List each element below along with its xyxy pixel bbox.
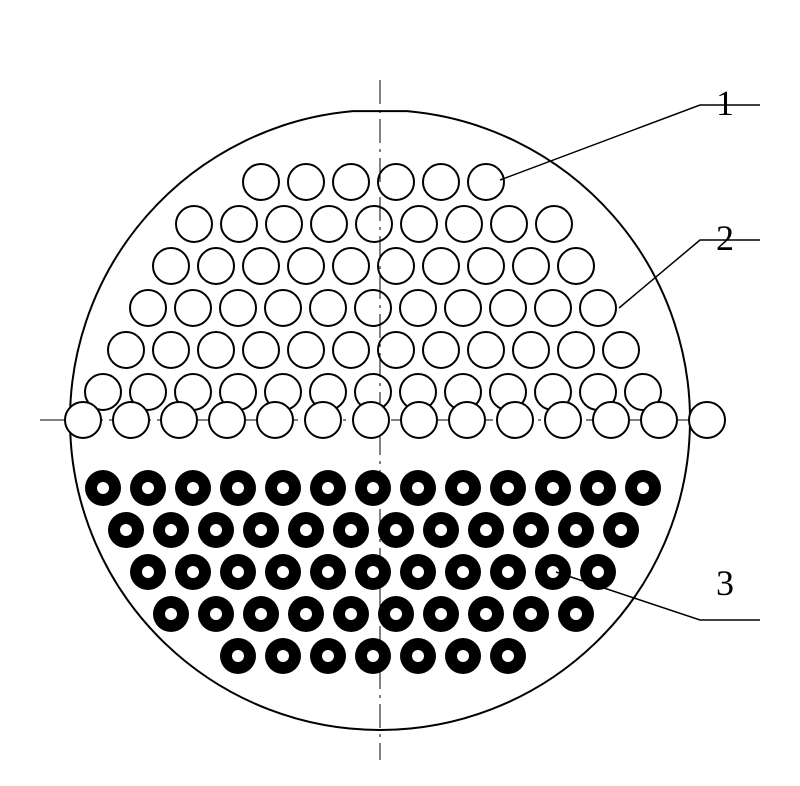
open-hole <box>449 402 485 438</box>
filled-hole <box>445 638 481 674</box>
filled-hole <box>468 512 504 548</box>
filled-hole <box>513 596 549 632</box>
filled-hole <box>220 638 256 674</box>
filled-hole <box>175 554 211 590</box>
filled-hole <box>445 470 481 506</box>
filled-hole <box>243 512 279 548</box>
filled-hole <box>220 554 256 590</box>
filled-hole <box>355 470 391 506</box>
filled-hole <box>535 470 571 506</box>
filled-hole <box>625 470 661 506</box>
filled-hole <box>445 554 481 590</box>
label-3: 3 <box>716 563 734 603</box>
filled-hole <box>355 554 391 590</box>
filled-hole <box>310 638 346 674</box>
filled-hole <box>333 596 369 632</box>
filled-hole <box>378 512 414 548</box>
filled-hole <box>558 596 594 632</box>
open-hole <box>545 402 581 438</box>
filled-hole <box>535 554 571 590</box>
filled-hole <box>288 512 324 548</box>
filled-hole <box>130 554 166 590</box>
filled-hole <box>153 512 189 548</box>
filled-hole <box>423 512 459 548</box>
filled-hole <box>108 512 144 548</box>
label-2: 2 <box>716 218 734 258</box>
filled-hole <box>310 554 346 590</box>
filled-hole <box>153 596 189 632</box>
open-hole <box>401 402 437 438</box>
filled-hole <box>243 596 279 632</box>
open-hole <box>641 402 677 438</box>
open-hole <box>257 402 293 438</box>
filled-hole <box>130 470 166 506</box>
diagram-svg: 1 2 3 <box>0 0 800 786</box>
filled-hole <box>423 596 459 632</box>
open-hole <box>593 402 629 438</box>
filled-hole <box>400 554 436 590</box>
filled-hole <box>265 470 301 506</box>
open-hole <box>305 402 341 438</box>
filled-hole <box>490 554 526 590</box>
filled-hole <box>400 470 436 506</box>
filled-hole <box>580 470 616 506</box>
open-hole <box>65 402 101 438</box>
filled-hole <box>265 638 301 674</box>
filled-hole <box>558 512 594 548</box>
filled-hole <box>288 596 324 632</box>
open-hole <box>689 402 725 438</box>
filled-hole <box>355 638 391 674</box>
filled-hole <box>580 554 616 590</box>
filled-hole <box>378 596 414 632</box>
filled-hole <box>603 512 639 548</box>
filled-hole <box>175 470 211 506</box>
open-hole <box>113 402 149 438</box>
filled-hole <box>490 470 526 506</box>
open-hole <box>353 402 389 438</box>
filled-hole <box>400 638 436 674</box>
open-hole <box>161 402 197 438</box>
filled-hole <box>310 470 346 506</box>
filled-hole <box>198 596 234 632</box>
filled-hole <box>198 512 234 548</box>
label-1: 1 <box>716 83 734 123</box>
filled-hole <box>490 638 526 674</box>
open-hole <box>497 402 533 438</box>
filled-hole <box>513 512 549 548</box>
filled-hole <box>85 470 121 506</box>
open-hole <box>209 402 245 438</box>
filled-hole <box>265 554 301 590</box>
filled-hole <box>468 596 504 632</box>
filled-hole <box>333 512 369 548</box>
filled-hole <box>220 470 256 506</box>
